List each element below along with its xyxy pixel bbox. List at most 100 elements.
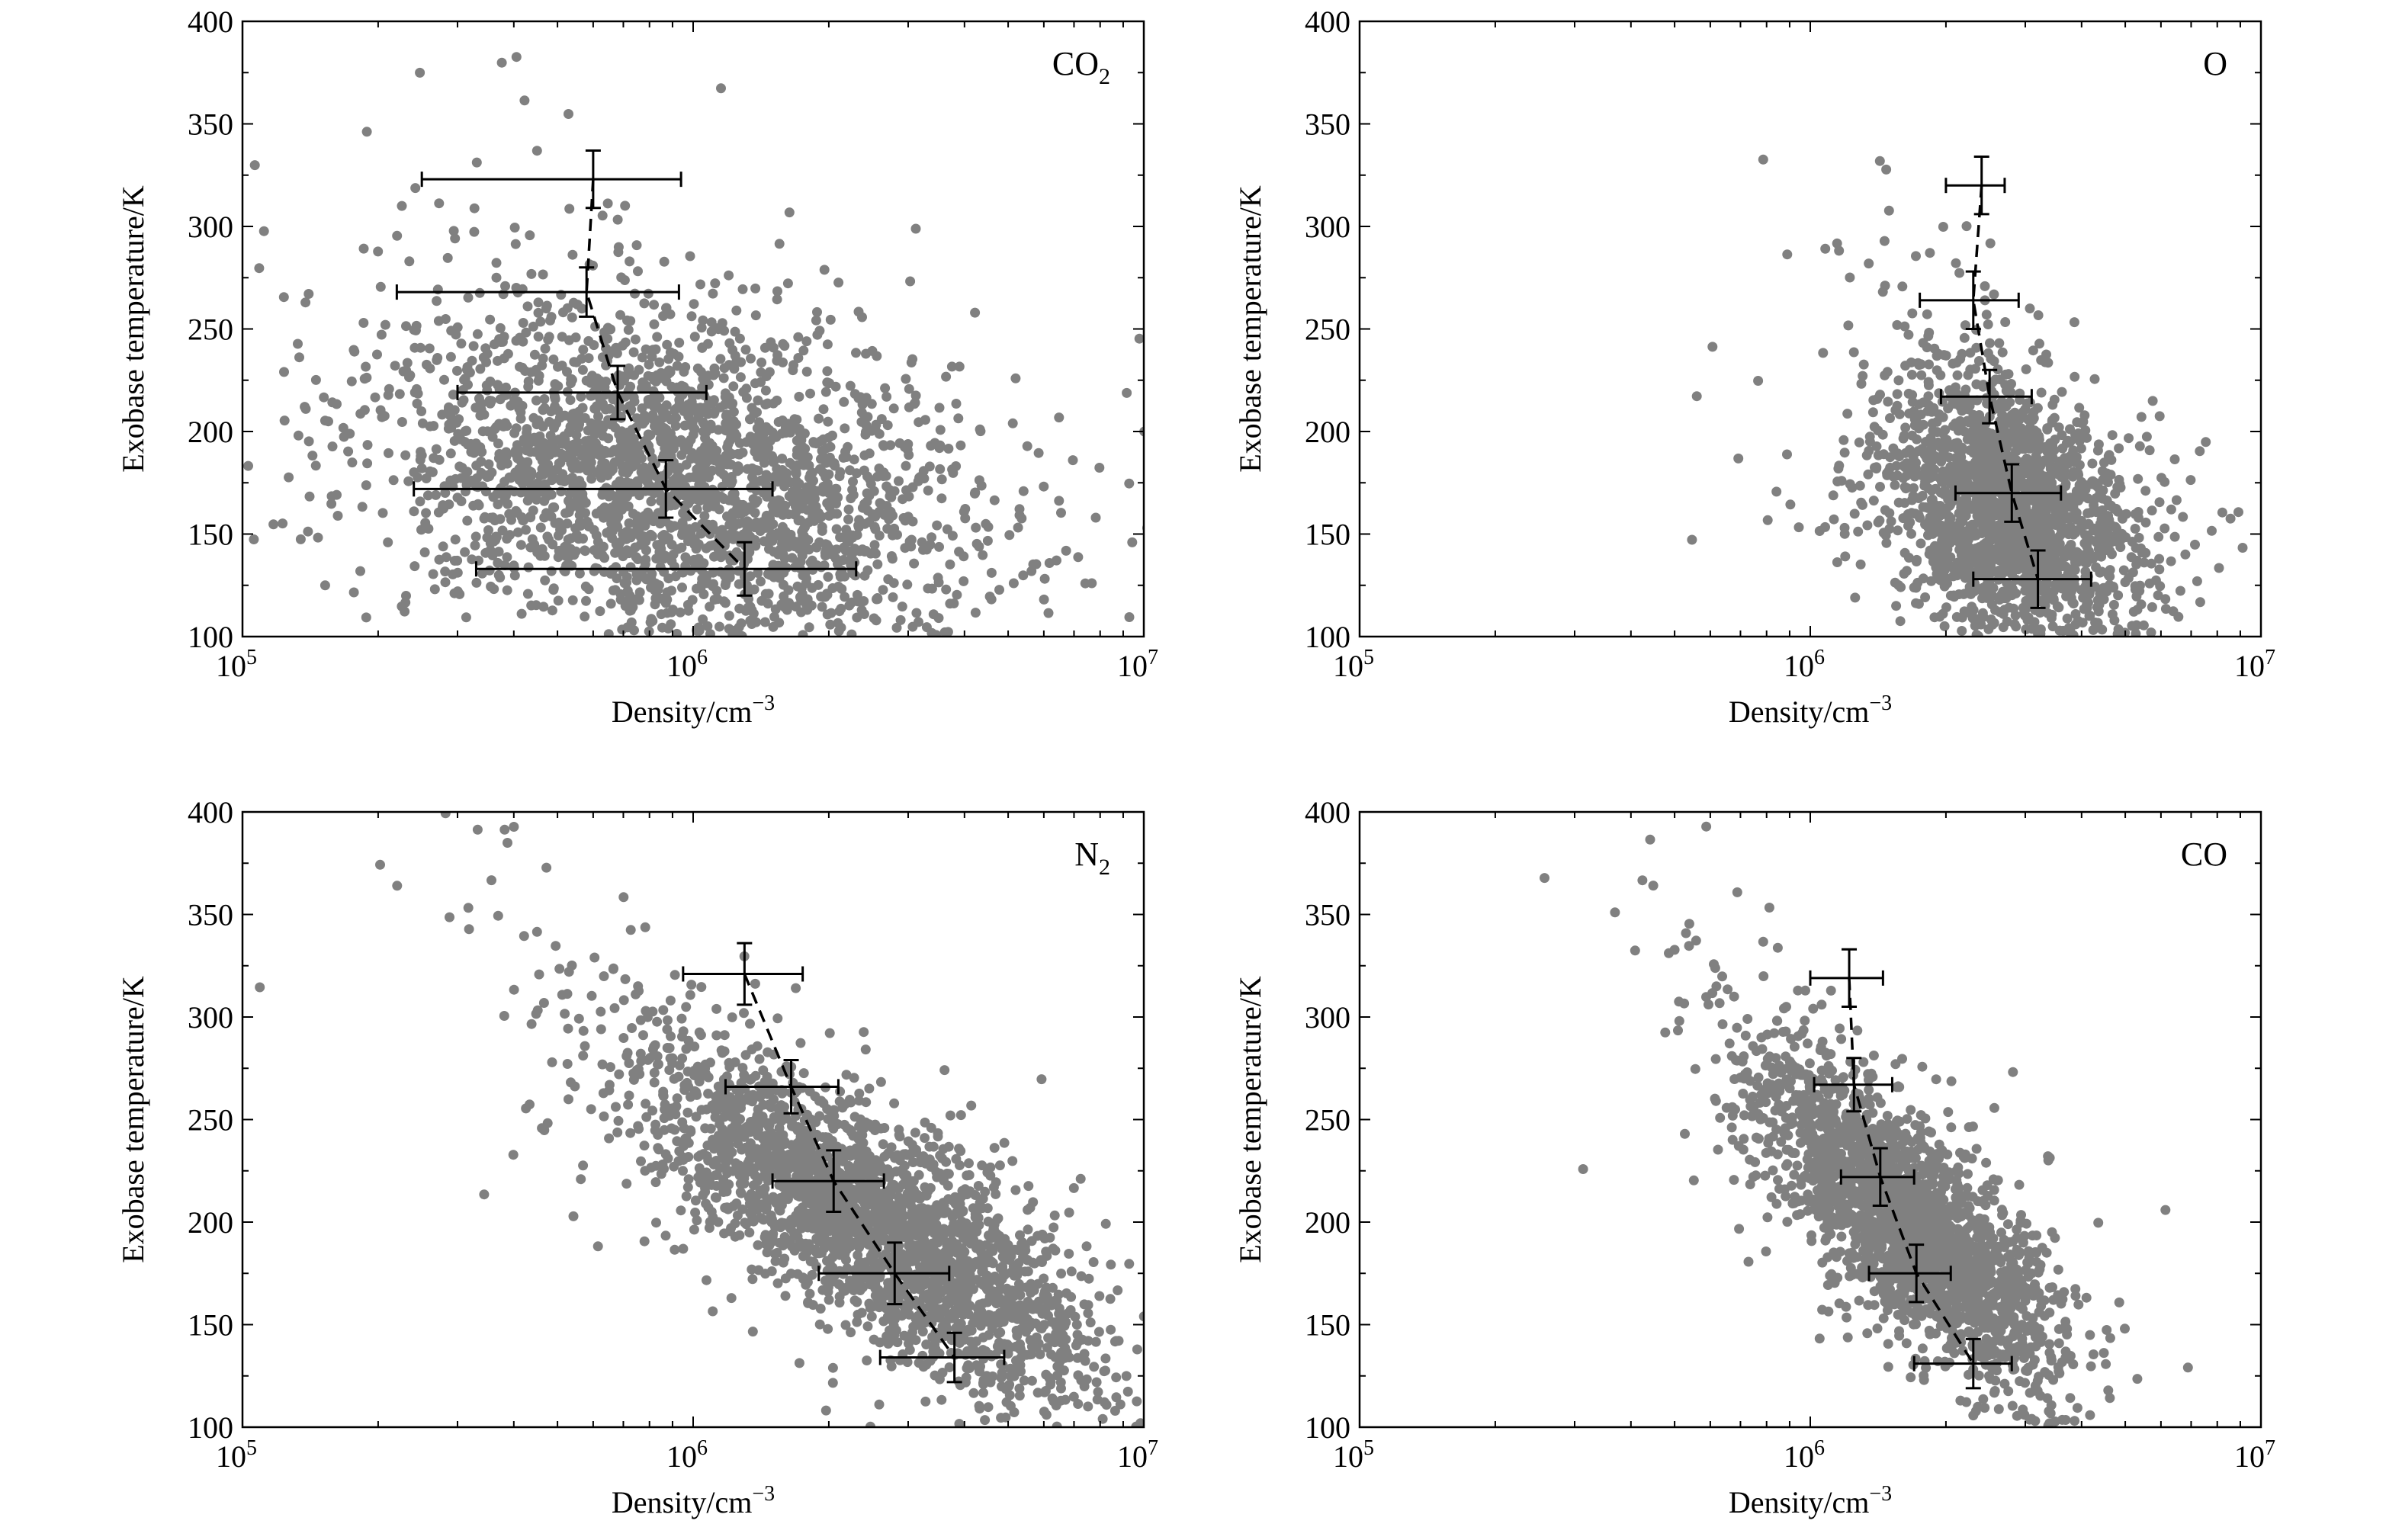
scatter-point bbox=[1912, 554, 1922, 565]
scatter-point bbox=[611, 512, 621, 522]
scatter-point bbox=[752, 496, 763, 506]
scatter-point bbox=[1856, 378, 1867, 389]
scatter-point bbox=[2154, 497, 2165, 508]
scatter-point bbox=[624, 518, 634, 528]
scatter-point bbox=[2169, 531, 2180, 542]
scatter-point bbox=[2034, 608, 2045, 618]
scatter-point bbox=[751, 465, 762, 476]
scatter-point bbox=[2054, 422, 2064, 433]
scatter-point bbox=[1874, 156, 1885, 166]
scatter-point bbox=[450, 233, 461, 244]
scatter-point bbox=[498, 421, 509, 432]
scatter-point bbox=[2023, 612, 2034, 623]
scatter-point bbox=[939, 627, 950, 637]
scatter-point bbox=[531, 146, 542, 156]
scatter-point bbox=[814, 537, 825, 547]
scatter-point bbox=[1935, 510, 1945, 521]
scatter-point bbox=[232, 300, 242, 310]
scatter-point bbox=[2190, 539, 2200, 550]
scatter-point bbox=[670, 406, 680, 416]
scatter-point bbox=[888, 403, 899, 414]
scatter-point bbox=[2054, 602, 2064, 613]
scatter-point bbox=[2175, 586, 2185, 596]
scatter-point bbox=[2036, 496, 2046, 507]
scatter-point bbox=[2147, 396, 2158, 406]
scatter-point bbox=[1829, 514, 1839, 525]
scatter-point bbox=[1762, 515, 1773, 525]
scatter-point bbox=[1942, 441, 1953, 451]
scatter-point bbox=[2060, 523, 2070, 534]
scatter-point bbox=[564, 507, 574, 518]
scatter-point bbox=[1918, 573, 1928, 584]
scatter-point bbox=[2066, 550, 2076, 561]
scatter-point bbox=[181, 396, 191, 406]
scatter-point bbox=[1132, 1344, 1142, 1355]
scatter-point bbox=[818, 592, 829, 602]
scatter-point bbox=[2061, 438, 2072, 448]
scatter-point bbox=[1899, 431, 1909, 441]
scatter-point bbox=[1207, 348, 1217, 358]
scatter-point bbox=[801, 455, 811, 465]
scatter-point bbox=[96, 204, 106, 213]
scatter-point bbox=[1909, 483, 1919, 493]
scatter-point bbox=[622, 586, 633, 596]
scatter-point bbox=[477, 568, 487, 579]
scatter-point bbox=[2036, 355, 2047, 365]
scatter-point bbox=[619, 578, 630, 589]
scatter-point bbox=[472, 329, 483, 339]
scatter-point bbox=[1932, 351, 1942, 361]
scatter-point bbox=[1905, 517, 1915, 528]
scatter-point bbox=[647, 345, 658, 355]
scatter-point bbox=[562, 303, 573, 313]
scatter-point bbox=[445, 448, 456, 459]
scatter-point bbox=[2054, 538, 2065, 549]
scatter-point bbox=[2015, 474, 2026, 485]
scatter-point bbox=[2074, 460, 2085, 470]
scatter-point bbox=[877, 499, 888, 510]
scatter-point bbox=[1983, 319, 1993, 329]
scatter-point bbox=[637, 352, 647, 363]
scatter-point bbox=[598, 431, 609, 441]
scatter-point bbox=[359, 374, 370, 384]
scatter-point bbox=[547, 605, 557, 616]
scatter-point bbox=[982, 535, 993, 546]
scatter-point bbox=[623, 364, 634, 374]
scatter-point bbox=[2115, 483, 2126, 492]
scatter-point bbox=[538, 353, 548, 364]
scatter-point bbox=[726, 1223, 737, 1234]
scatter-point bbox=[538, 269, 548, 280]
scatter-point bbox=[450, 534, 461, 545]
scatter-point bbox=[2032, 403, 2043, 413]
scatter-point bbox=[2169, 454, 2180, 464]
scatter-point bbox=[456, 338, 467, 349]
scatter-point bbox=[1955, 403, 1966, 412]
scatter-point bbox=[581, 375, 592, 386]
scatter-point bbox=[750, 283, 761, 294]
scatter-point bbox=[2066, 630, 2076, 637]
y-tick-label: 100 bbox=[1305, 620, 1350, 654]
scatter-point bbox=[431, 489, 441, 500]
scatter-point bbox=[686, 435, 696, 445]
scatter-point bbox=[1975, 516, 1986, 527]
scatter-point bbox=[409, 467, 419, 477]
scatter-point bbox=[666, 586, 676, 596]
scatter-point bbox=[410, 325, 421, 335]
scatter-point bbox=[518, 318, 528, 328]
scatter-point bbox=[1043, 608, 1054, 618]
scatter-point bbox=[2070, 371, 2080, 382]
scatter-point bbox=[555, 475, 566, 486]
scatter-point bbox=[1892, 389, 1903, 399]
scatter-point bbox=[822, 339, 833, 350]
scatter-point bbox=[1915, 538, 1926, 549]
scatter-point bbox=[889, 1098, 900, 1108]
scatter-point bbox=[676, 1205, 686, 1216]
scatter-point bbox=[760, 522, 771, 533]
scatter-point bbox=[1999, 605, 2010, 615]
scatter-point bbox=[841, 525, 852, 535]
scatter-point bbox=[268, 519, 279, 530]
scatter-point bbox=[652, 332, 663, 342]
scatter-point bbox=[2005, 397, 2015, 408]
scatter-point bbox=[1909, 406, 1919, 417]
scatter-point bbox=[872, 559, 883, 569]
scatter-point bbox=[1039, 573, 1050, 584]
